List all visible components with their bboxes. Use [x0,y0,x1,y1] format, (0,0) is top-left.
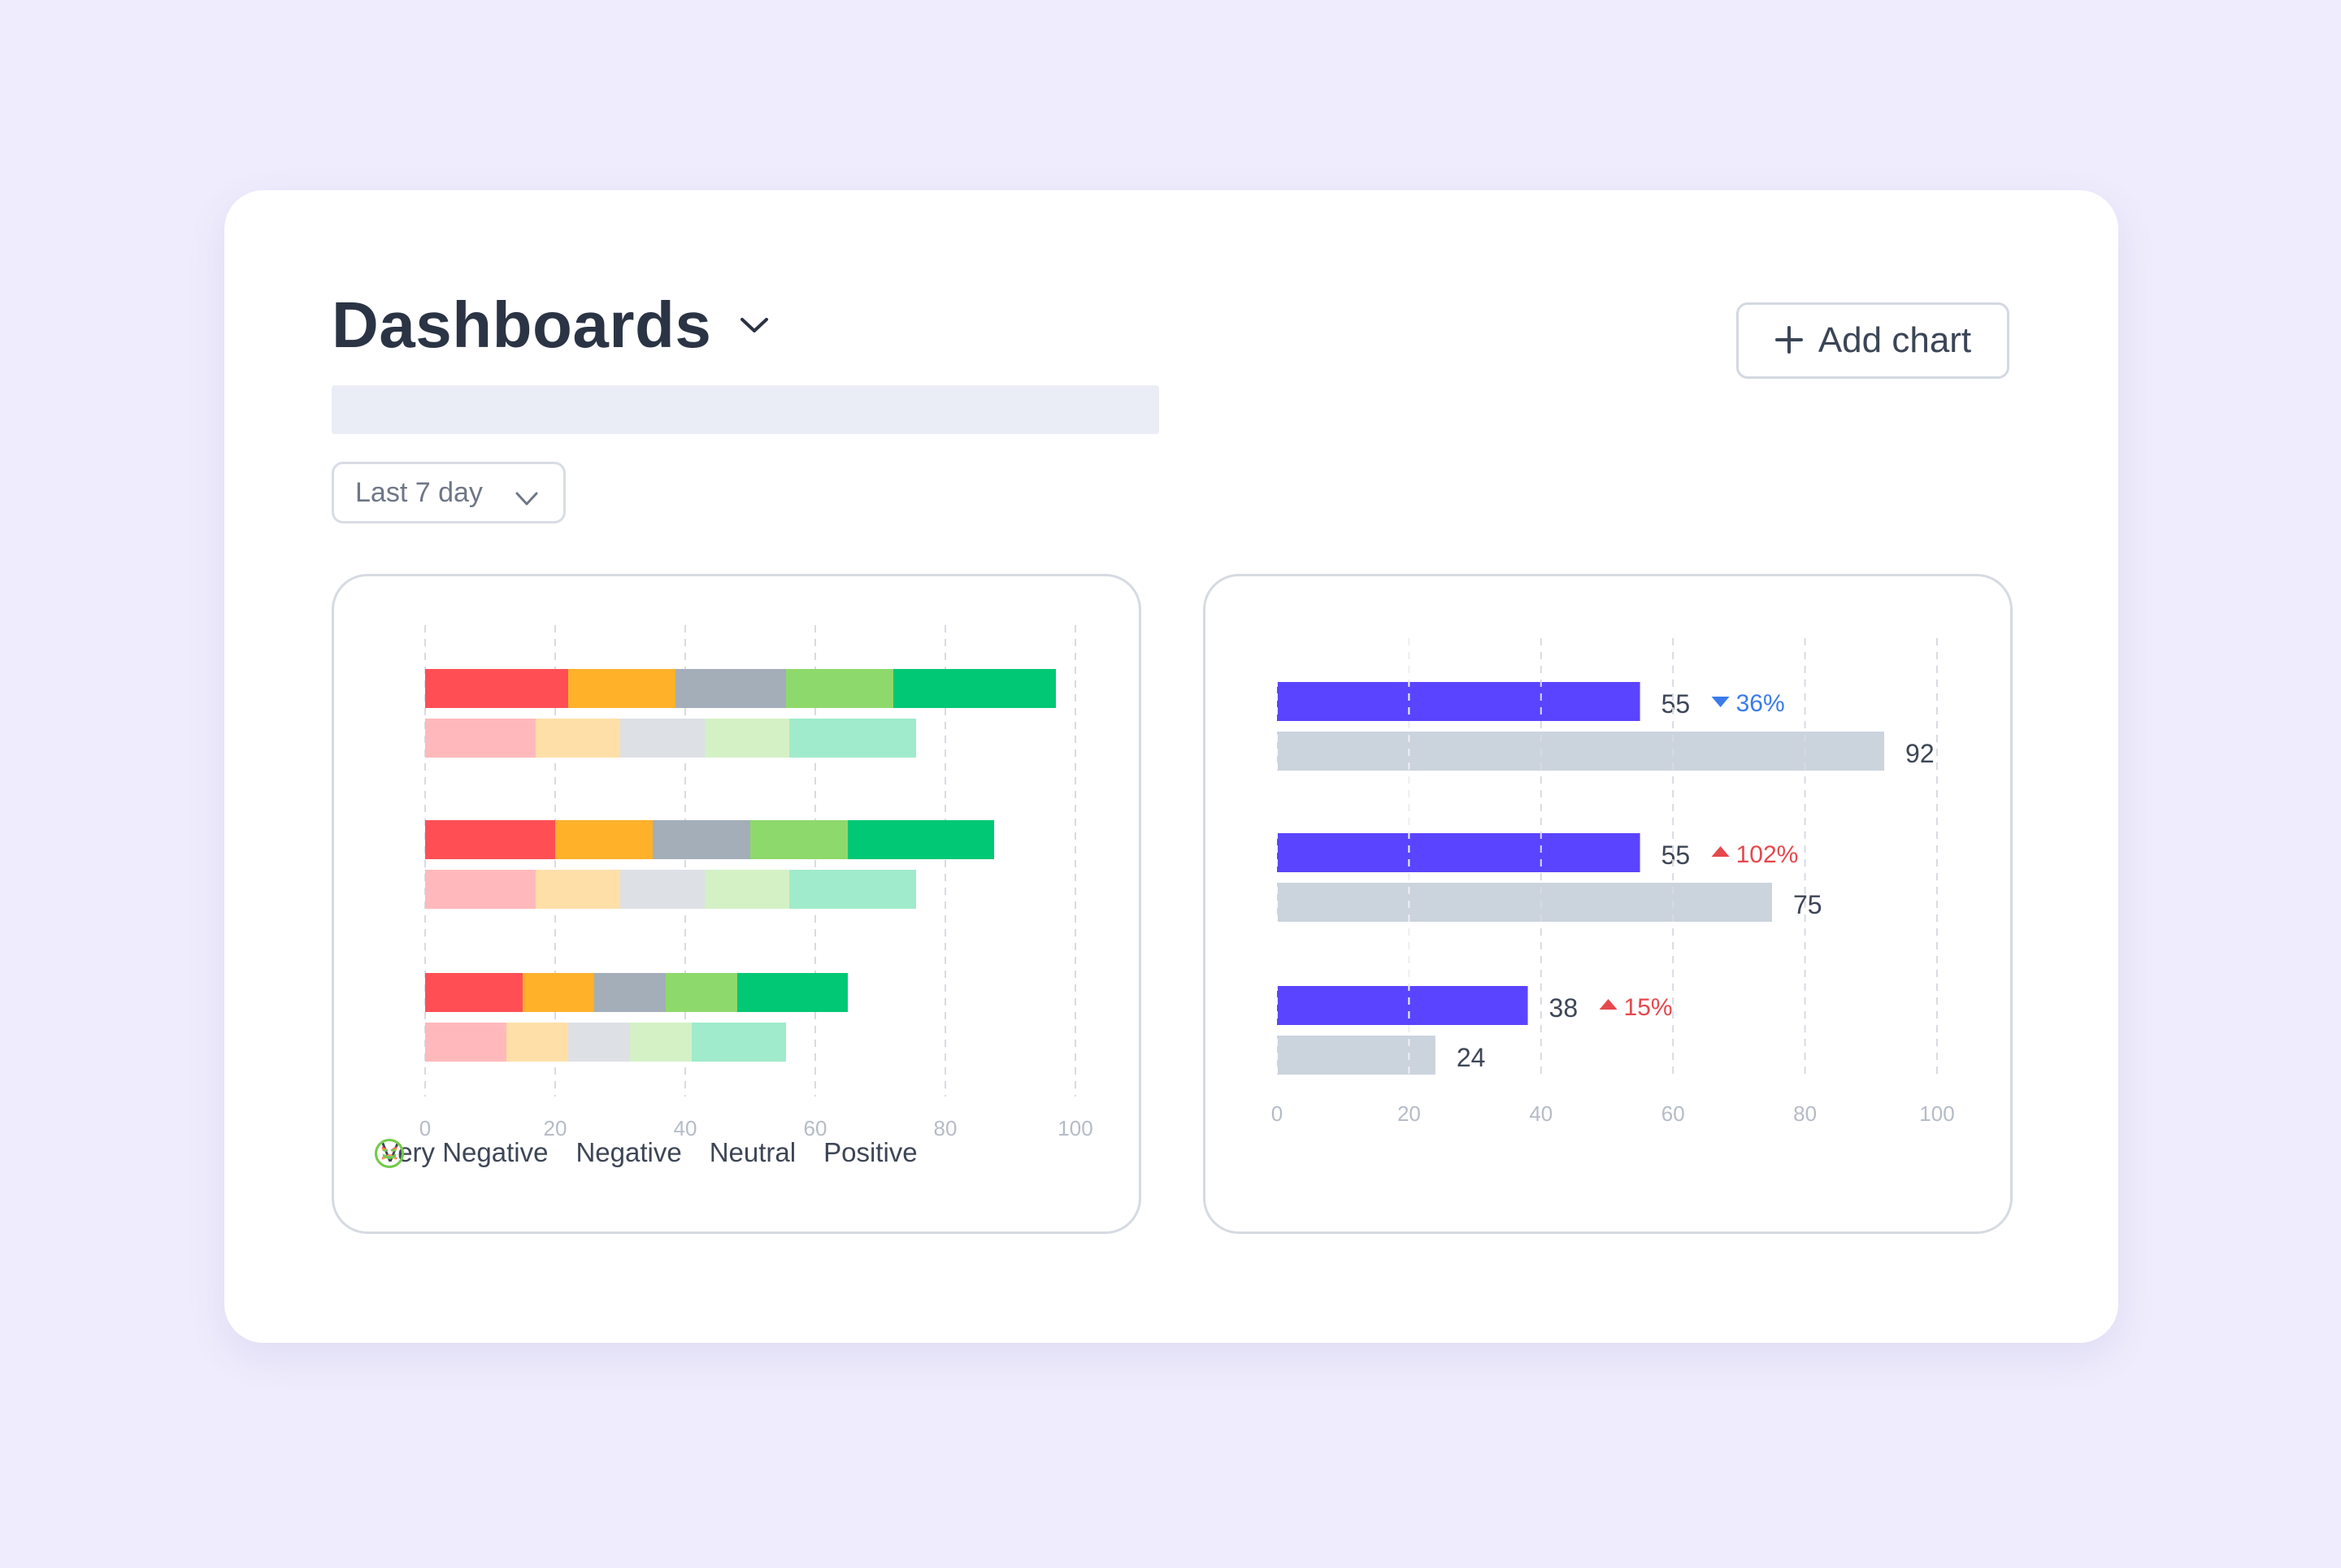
legend-label: Neutral [709,1137,797,1167]
current-bar [1277,833,1640,872]
chevron-down-icon [515,484,539,515]
stacked-bar-segment-previous [425,1023,506,1062]
previous-bar [1277,1036,1435,1075]
x-tick-label: 0 [1271,1101,1283,1126]
previous-value-label: 24 [1457,1043,1486,1072]
stacked-bar-segment-current [893,669,1056,708]
x-tick-label: 60 [804,1116,827,1140]
add-chart-button[interactable]: Add chart [1736,302,2009,379]
date-range-label: Last 7 day [355,476,483,508]
current-bar [1277,682,1640,721]
previous-value-label: 92 [1905,739,1935,768]
x-tick-label: 80 [934,1116,958,1140]
current-value-label: 38 [1549,993,1579,1023]
legend-item: Neutral [375,1137,797,1168]
page-title: Dashboards [332,289,712,361]
legend-label: Negative [575,1137,682,1167]
chart-legend: Very Negative Negative Neutral Positive [373,1137,937,1168]
change-percent-label: 36% [1736,690,1785,717]
sentiment-chart-panel: 0 20 40 60 80 100 Very Negative Negative Neutra… [332,574,1141,1234]
previous-bar [1277,883,1772,922]
stacked-bar-segment-previous [789,719,916,758]
stacked-bar-segment-current [523,973,594,1012]
dashboard-card: Dashboards Add chart Last 7 day 0 20 40 60 8… [224,190,2118,1343]
arrow-up-icon [1711,846,1730,857]
x-tick-label: 40 [1529,1101,1553,1126]
legend-item: Very Negative [373,1137,548,1168]
legend-label: Positive [823,1137,918,1167]
previous-bar [1277,732,1885,771]
x-tick-label: 80 [1793,1101,1817,1126]
stacked-bar-segment-current [666,973,737,1012]
stacked-bar-segment-previous [630,1023,692,1062]
stacked-bar-segment-previous [425,870,536,909]
comparison-bar-chart: 55 36% 92 55 102% 75 38 15% 24 0 20 40 60 80 100 [1271,638,1955,1126]
change-percent-label: 15% [1624,994,1673,1021]
current-bar [1277,986,1528,1025]
x-tick-label: 20 [544,1116,567,1140]
legend-item: Positive [375,1137,918,1168]
comparison-chart-panel: 55 36% 92 55 102% 75 38 15% 24 0 20 40 60 80 100 [1203,574,2013,1234]
stacked-bar-segment-previous [705,870,789,909]
date-range-dropdown[interactable]: Last 7 day [332,462,566,523]
stacked-bar-segment-current [786,669,893,708]
stacked-bar-segment-previous [620,719,705,758]
stacked-bar-segment-previous [705,719,789,758]
stacked-bar-segment-current [425,973,523,1012]
arrow-down-icon [1711,697,1730,707]
x-tick-label: 100 [1058,1116,1092,1140]
change-percent-label: 102% [1736,841,1799,868]
sentiment-stacked-bar-chart: 0 20 40 60 80 100 [419,625,1093,1140]
title-row: Dashboards [332,288,770,363]
stacked-bar-segment-previous [620,870,705,909]
x-tick-label: 60 [1661,1101,1685,1126]
current-value-label: 55 [1661,840,1691,870]
x-tick-label: 40 [674,1116,697,1140]
stacked-bar-segment-current [425,820,555,859]
legend-item: Negative [375,1137,682,1168]
stacked-bar-segment-previous [536,719,620,758]
stacked-bar-segment-previous [536,870,620,909]
stacked-bar-segment-previous [789,870,916,909]
stacked-bar-segment-current [653,820,750,859]
stacked-bar-segment-current [848,820,994,859]
arrow-up-icon [1599,999,1618,1010]
current-value-label: 55 [1661,689,1691,719]
x-tick-label: 20 [1397,1101,1421,1126]
legend-label: Very Negative [381,1137,549,1167]
stacked-bar-segment-current [568,669,675,708]
add-chart-label: Add chart [1818,320,1972,360]
x-tick-label: 100 [1919,1101,1954,1126]
placeholder-bar [332,385,1159,434]
stacked-bar-segment-previous [692,1023,786,1062]
stacked-bar-segment-current [555,820,653,859]
stacked-bar-segment-current [675,669,786,708]
x-tick-label: 0 [419,1116,431,1140]
stacked-bar-segment-previous [506,1023,568,1062]
stacked-bar-segment-previous [425,719,536,758]
stacked-bar-segment-current [425,669,568,708]
stacked-bar-segment-current [750,820,848,859]
plus-icon [1774,319,1804,362]
previous-value-label: 75 [1793,890,1822,919]
stacked-bar-segment-current [737,973,848,1012]
stacked-bar-segment-previous [568,1023,630,1062]
chevron-down-icon[interactable] [739,310,770,341]
stacked-bar-segment-current [594,973,666,1012]
